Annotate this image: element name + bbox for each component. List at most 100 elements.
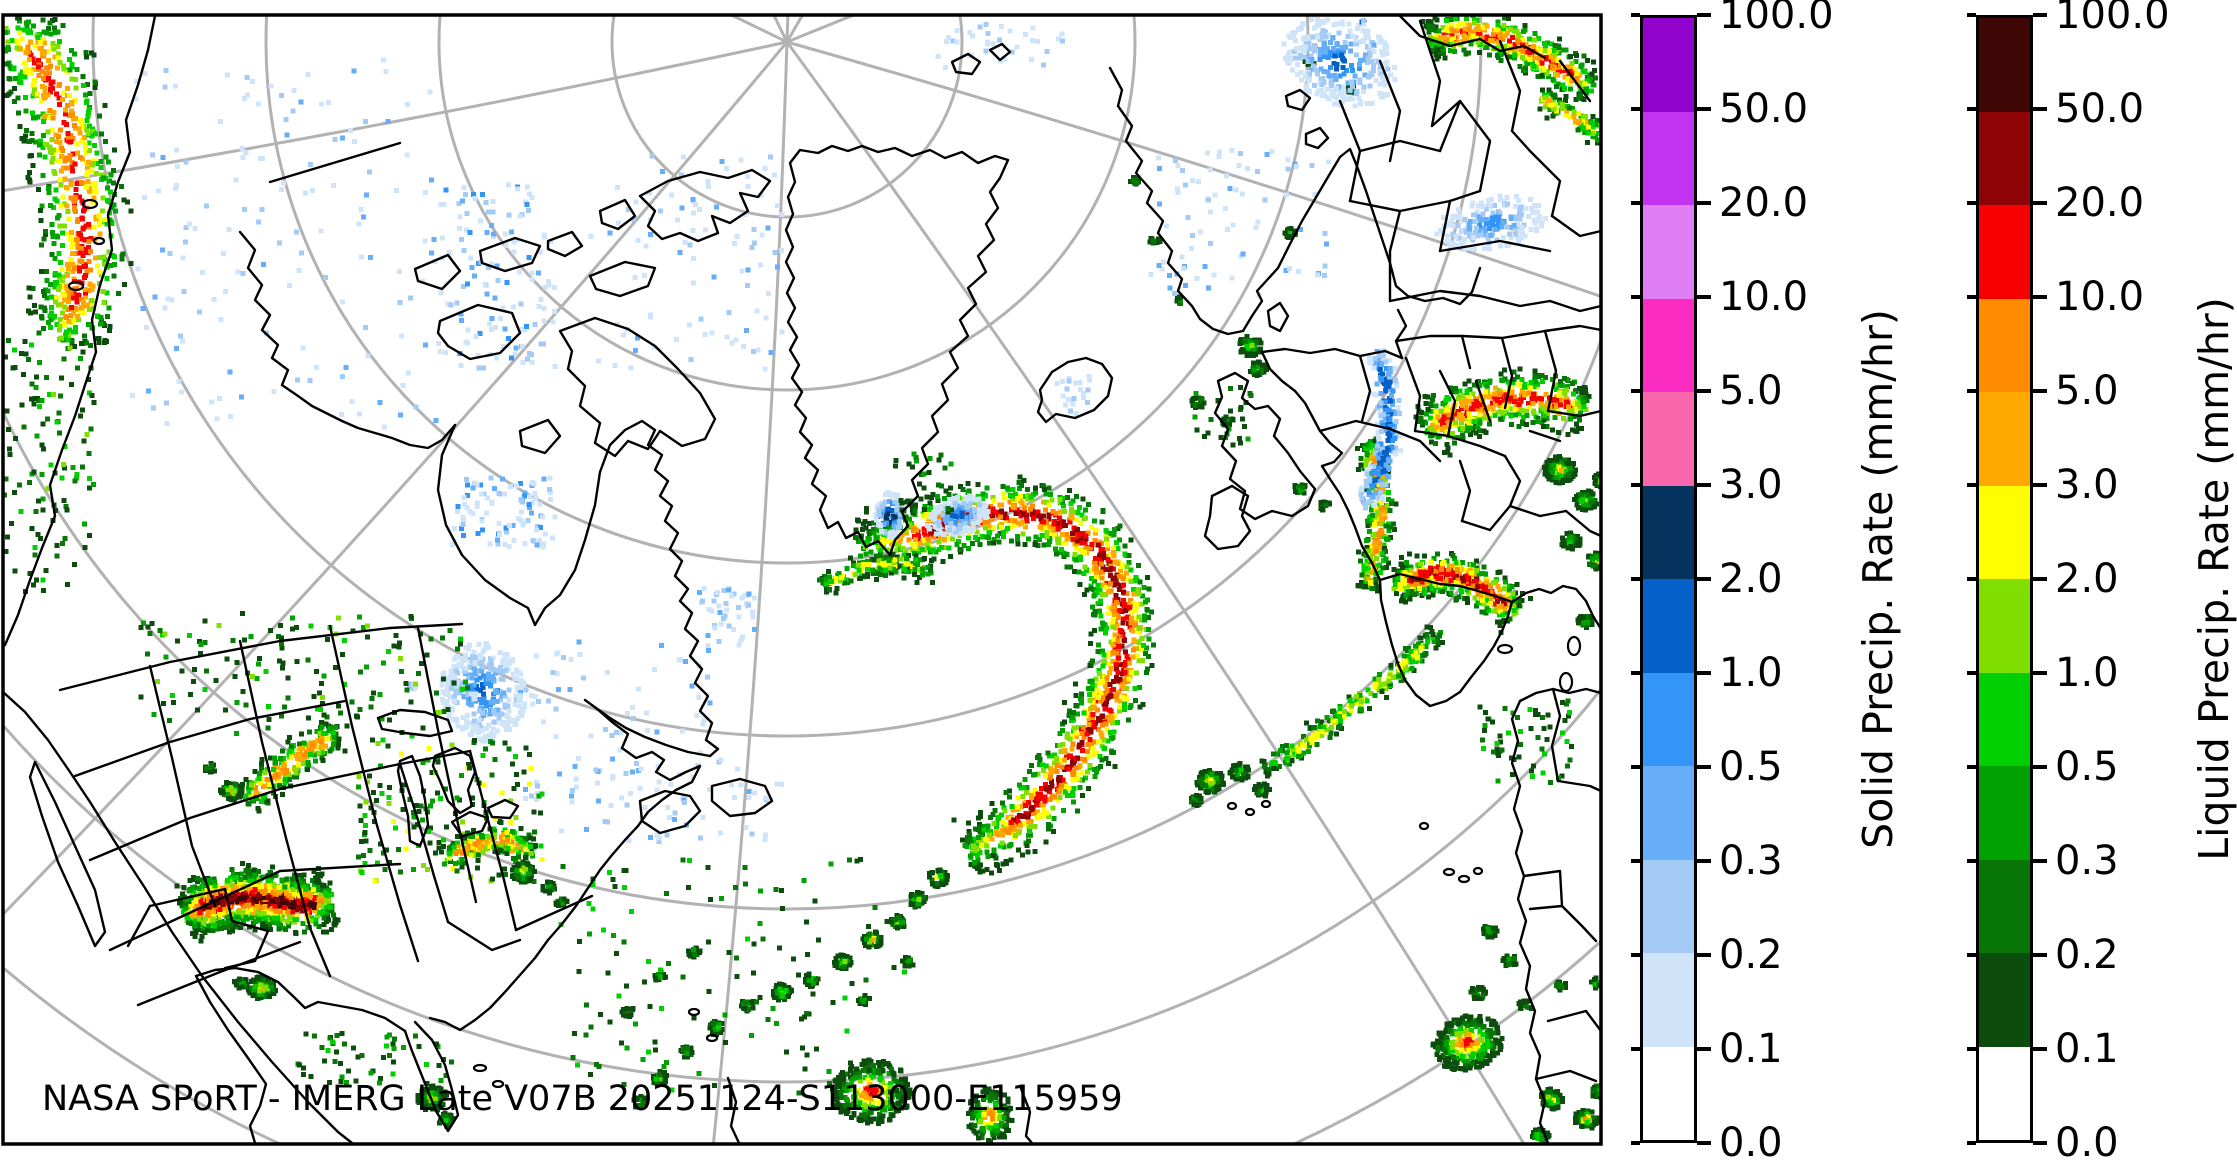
liquid-tick-label: 0.0 [2055, 1120, 2119, 1166]
precip-feature-arctic-snow-speckle [588, 153, 785, 372]
liquid-tick [1967, 13, 1976, 17]
liquid-tick-label: 100.0 [2055, 0, 2170, 38]
liquid-tick [2033, 859, 2047, 863]
liquid-precip-colorbar [1976, 15, 2033, 1143]
solid-tick [1631, 107, 1640, 111]
solid-tick [1697, 1047, 1711, 1051]
liquid-tick [1967, 953, 1976, 957]
liquid-tick [1967, 201, 1976, 205]
precip-feature-ne-us-snow-speckle [558, 757, 784, 845]
liquid-tick-label: 0.1 [2055, 1026, 2119, 1072]
precip-feature-labrador-snow-speckle [697, 586, 757, 648]
liquid-tick [1967, 577, 1976, 581]
solid-colorbar-segment [1643, 579, 1694, 673]
solid-colorbar-segment [1643, 18, 1694, 112]
solid-colorbar-segment [1643, 766, 1694, 860]
liquid-tick [2033, 1047, 2047, 1051]
liquid-colorbar-title: Liquid Precip. Rate (mm/hr) [2190, 297, 2237, 861]
solid-precip-colorbar [1640, 15, 1697, 1143]
liquid-tick-label: 5.0 [2055, 368, 2119, 414]
solid-tick [1697, 671, 1711, 675]
solid-tick [1697, 13, 1711, 17]
solid-tick [1697, 295, 1711, 299]
graticule-grid [3, 15, 1601, 1144]
solid-tick [1631, 201, 1640, 205]
liquid-tick [1967, 295, 1976, 299]
precip-feature-sahel-cells [1530, 1082, 1601, 1144]
precip-feature-greenland-se-cells [893, 451, 954, 516]
liquid-tick-label: 1.0 [2055, 650, 2119, 696]
precip-feature-morocco-speckle [1477, 698, 1574, 785]
precip-feature-ohio-cells [509, 859, 570, 908]
solid-tick-label: 0.3 [1719, 838, 1783, 884]
precip-feature-plains-speckle [138, 611, 471, 739]
liquid-tick [2033, 1141, 2047, 1145]
solid-tick-label: 5.0 [1719, 368, 1783, 414]
solid-tick-label: 100.0 [1719, 0, 1834, 38]
precip-feature-finland-snow-pink [1359, 17, 1377, 49]
precipitation-map: NASA SPoRT - IMERG Late V07B 20251124-S1… [1, 13, 1603, 1146]
liquid-tick [2033, 577, 2047, 581]
solid-tick-label: 0.0 [1719, 1120, 1783, 1166]
precip-feature-finland-snow-cluster [1281, 17, 1398, 109]
solid-colorbar-segment [1643, 672, 1694, 766]
liquid-tick-label: 50.0 [2055, 86, 2145, 132]
solid-colorbar-segment [1643, 859, 1694, 953]
liquid-tick [2033, 13, 2047, 17]
solid-colorbar-segment [1643, 205, 1694, 299]
solid-colorbar-segment [1643, 953, 1694, 1047]
solid-colorbar-segment [1643, 1046, 1694, 1140]
solid-colorbar-segment [1643, 485, 1694, 579]
liquid-colorbar-segment [1979, 953, 2030, 1047]
solid-tick [1697, 389, 1711, 393]
precipitation-pixels [3, 15, 1601, 1144]
precip-feature-texas-south-cells [231, 974, 278, 1001]
precip-feature-iberia-approach-band [1259, 624, 1446, 779]
liquid-tick [2033, 201, 2047, 205]
solid-tick [1697, 201, 1711, 205]
precip-feature-plains-cells [202, 761, 243, 803]
liquid-colorbar-segment [1979, 859, 2030, 953]
solid-tick-label: 3.0 [1719, 462, 1783, 508]
solid-tick [1631, 295, 1640, 299]
liquid-tick [1967, 859, 1976, 863]
solid-tick-label: 0.5 [1719, 744, 1783, 790]
precip-feature-texas-storm [174, 861, 341, 944]
precip-feature-gulf-speckle [295, 1030, 455, 1086]
liquid-tick-label: 0.2 [2055, 932, 2119, 978]
solid-tick-label: 20.0 [1719, 180, 1809, 226]
liquid-tick [2033, 483, 2047, 487]
solid-tick [1631, 483, 1640, 487]
precip-feature-europe-ne-tail [1537, 87, 1600, 146]
solid-tick [1631, 577, 1640, 581]
precip-feature-mauritania-cluster [1430, 1013, 1505, 1073]
liquid-tick [1967, 483, 1976, 487]
liquid-tick [2033, 107, 2047, 111]
solid-tick [1697, 483, 1711, 487]
solid-tick-label: 50.0 [1719, 86, 1809, 132]
liquid-tick [1967, 389, 1976, 393]
precip-feature-comma-tail-cells [619, 867, 950, 1110]
liquid-tick [2033, 389, 2047, 393]
solid-colorbar-segment [1643, 392, 1694, 486]
solid-tick [1631, 1141, 1640, 1145]
solid-tick [1631, 671, 1640, 675]
solid-tick [1631, 953, 1640, 957]
solid-tick [1697, 577, 1711, 581]
liquid-tick [2033, 295, 2047, 299]
precip-feature-ontario-snow-pink [407, 681, 479, 702]
coastlines-and-borders [3, 15, 1601, 1144]
solid-tick [1631, 765, 1640, 769]
liquid-colorbar-segment [1979, 111, 2030, 205]
solid-tick-label: 2.0 [1719, 556, 1783, 602]
liquid-tick-label: 0.5 [2055, 744, 2119, 790]
liquid-colorbar-segment [1979, 298, 2030, 392]
liquid-tick [1967, 107, 1976, 111]
precip-feature-uk-cells [1192, 385, 1254, 448]
solid-tick [1697, 765, 1711, 769]
precip-feature-ontario-snow-cluster [439, 640, 528, 744]
solid-tick [1631, 389, 1640, 393]
map-annotation: NASA SPoRT - IMERG Late V07B 20251124-S1… [42, 1079, 1123, 1119]
liquid-tick-label: 3.0 [2055, 462, 2119, 508]
